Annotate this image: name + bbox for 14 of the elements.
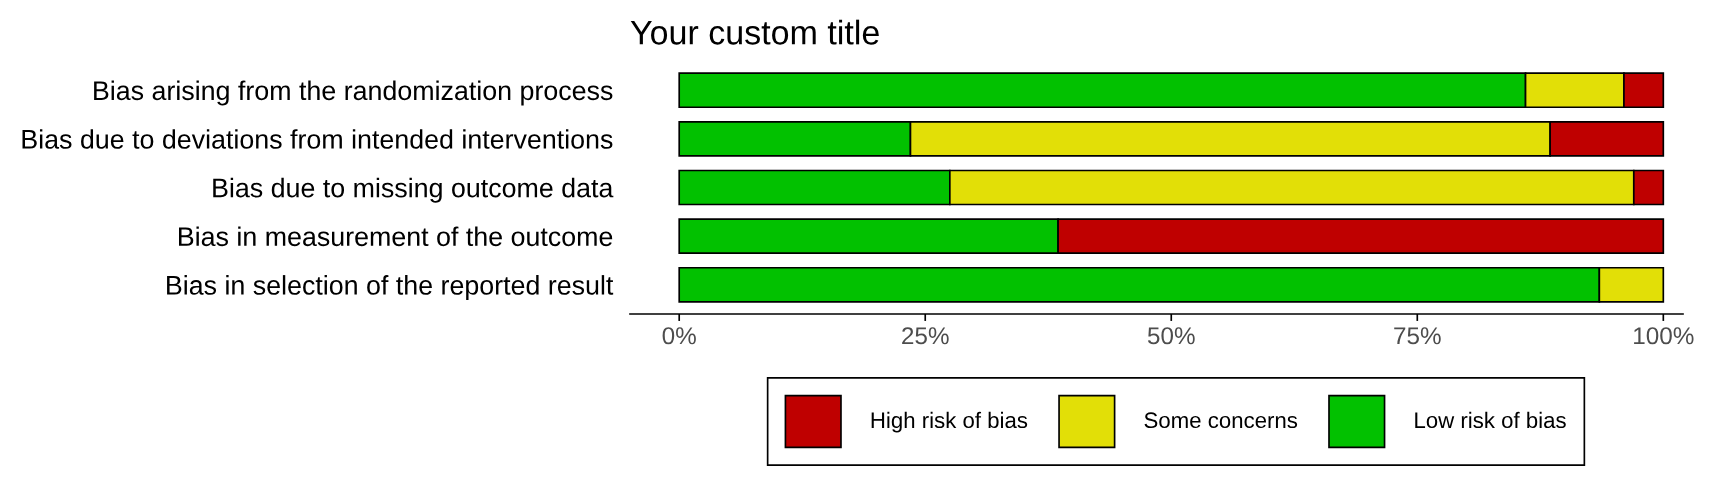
x-tick-label: 75% xyxy=(1394,327,1441,345)
y-tick-label: Bias in selection of the reported result xyxy=(167,275,614,301)
x-tick-label: 50% xyxy=(1147,327,1195,345)
legend-label: High risk of bias xyxy=(871,411,1028,433)
x-tick-label: 100% xyxy=(1634,327,1694,345)
y-tick-label: Bias in measurement of the outcome xyxy=(179,226,613,247)
x-tick-label: 25% xyxy=(902,327,949,345)
legend-label: Low risk of bias xyxy=(1415,411,1566,429)
y-tick-label: Bias due to deviations from intended interventions xyxy=(22,129,613,149)
chart-title: Your custom title xyxy=(630,19,879,45)
y-tick-label: Bias arising from the randomization process xyxy=(94,80,613,106)
y-tick-label: Bias due to missing outcome data xyxy=(213,177,614,203)
legend-label: Some concerns xyxy=(1144,412,1298,429)
x-tick-label: 0% xyxy=(662,327,696,345)
